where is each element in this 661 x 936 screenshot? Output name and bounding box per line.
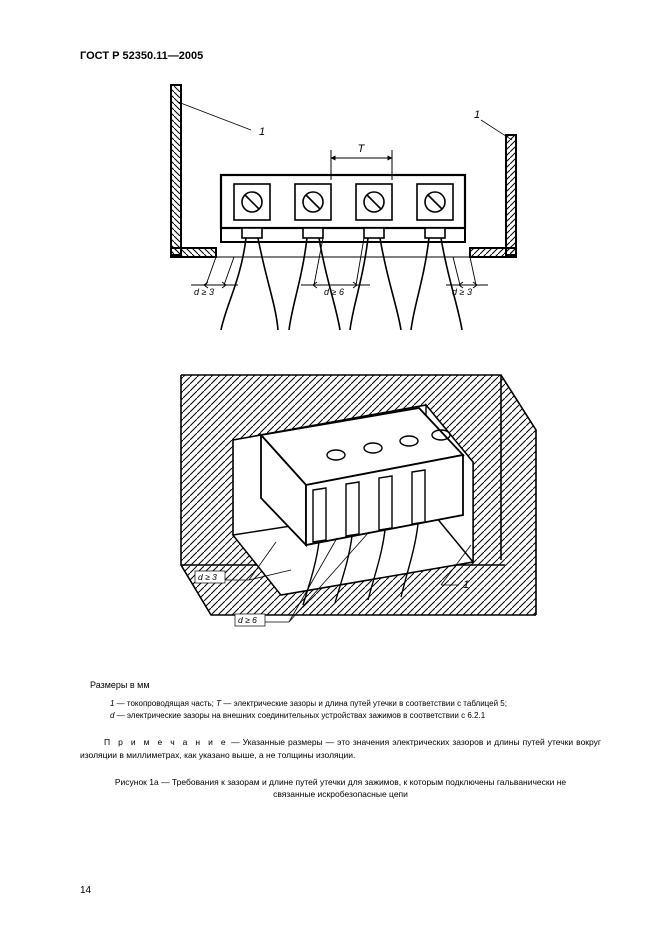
- figure-caption: Рисунок 1а — Требования к зазорам и длин…: [110, 776, 571, 802]
- label-T: T: [357, 143, 365, 155]
- fig2-label-d3: d ≥ 3: [198, 572, 217, 582]
- label-1-right: 1: [474, 109, 480, 121]
- figure-2-isometric: 1 d ≥ 3 d ≥ 6: [141, 370, 541, 650]
- document-page: ГОСТ Р 52350.11—2005: [0, 0, 661, 936]
- label-d6-mid: d ≥ 6: [324, 287, 344, 297]
- standard-code: ГОСТ Р 52350.11—2005: [80, 50, 601, 62]
- figure-legend: 1 — токопроводящая часть; T — электричес…: [110, 698, 601, 722]
- note-paragraph: П р и м е ч а н и е — Указанные размеры …: [80, 736, 601, 762]
- label-d3-left: d ≥ 3: [194, 287, 214, 297]
- dimensions-label: Размеры в мм: [90, 680, 601, 690]
- page-number: 14: [80, 885, 91, 896]
- note-lead: П р и м е ч а н и е: [104, 737, 228, 747]
- label-d3-right: d ≥ 3: [452, 287, 472, 297]
- fig2-label-1: 1: [463, 579, 469, 591]
- figure-1-elevation: T 1 1 d ≥ 3 d ≥ 6: [126, 80, 556, 340]
- label-1-left: 1: [259, 126, 265, 138]
- legend-line-d: d — электрические зазоры на внешних соед…: [110, 710, 601, 722]
- legend-line-1: 1 — токопроводящая часть; T — электричес…: [110, 698, 601, 710]
- fig2-label-d6: d ≥ 6: [238, 615, 257, 625]
